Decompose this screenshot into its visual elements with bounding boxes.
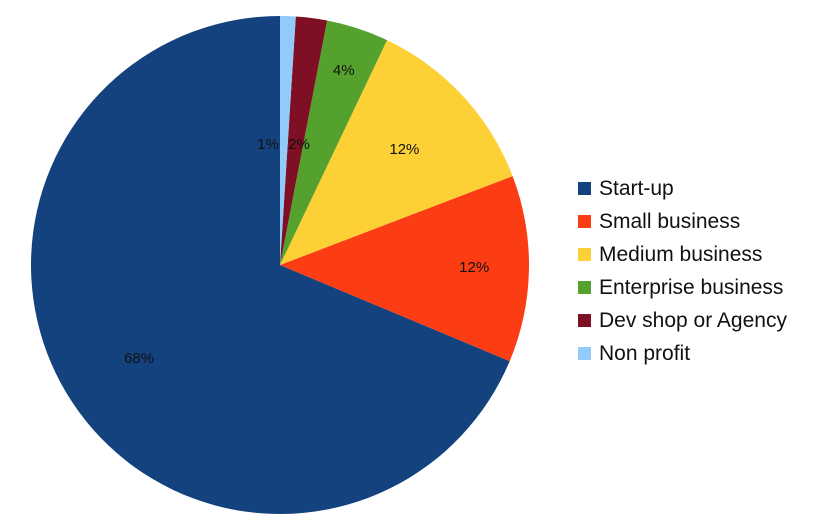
pie-slice-start-up bbox=[30, 16, 510, 514]
legend-swatch bbox=[578, 347, 591, 360]
slice-label-enterprise-business: 4% bbox=[333, 62, 355, 79]
slice-label-dev-shop-or-agency: 2% bbox=[288, 136, 310, 153]
legend-item: Start-up bbox=[578, 172, 787, 205]
legend-item: Medium business bbox=[578, 238, 787, 271]
legend-swatch bbox=[578, 215, 591, 228]
legend-item: Small business bbox=[578, 205, 787, 238]
legend-label: Non profit bbox=[599, 341, 691, 365]
legend-label: Medium business bbox=[599, 242, 763, 266]
legend-item: Dev shop or Agency bbox=[578, 304, 787, 337]
legend-item: Enterprise business bbox=[578, 271, 787, 304]
legend-label: Dev shop or Agency bbox=[599, 308, 787, 332]
pie-slice-small-business bbox=[280, 176, 529, 362]
slice-label-small-business: 12% bbox=[459, 259, 489, 276]
legend-swatch bbox=[578, 248, 591, 261]
legend-swatch bbox=[578, 182, 591, 195]
pie-slice-medium-business bbox=[280, 40, 513, 265]
legend-swatch bbox=[578, 281, 591, 294]
slice-label-medium-business: 12% bbox=[389, 141, 419, 158]
legend-swatch bbox=[578, 314, 591, 327]
pie-slice-non-profit bbox=[280, 16, 296, 265]
pie-slice-enterprise-business bbox=[280, 20, 388, 265]
slice-label-non-profit: 1% bbox=[257, 136, 279, 153]
legend-label: Start-up bbox=[599, 176, 674, 200]
legend-label: Enterprise business bbox=[599, 275, 784, 299]
legend-label: Small business bbox=[599, 209, 741, 233]
slice-label-start-up: 68% bbox=[124, 350, 154, 367]
pie-slice-dev-shop-or-agency bbox=[280, 16, 328, 266]
legend-item: Non profit bbox=[578, 337, 787, 370]
legend: Start-up Small business Medium business Ent… bbox=[578, 172, 787, 370]
